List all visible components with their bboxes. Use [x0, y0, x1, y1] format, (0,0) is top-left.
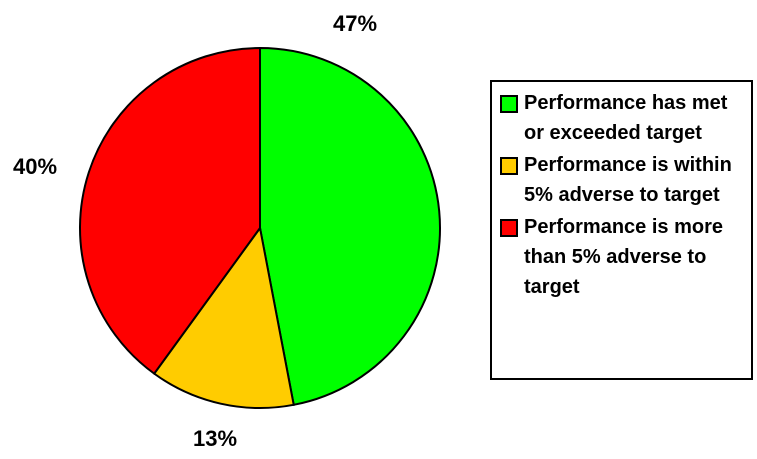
data-label: 40% [13, 154, 57, 179]
legend-item: Performance is within 5% adverse to targ… [500, 150, 751, 210]
pie-slice [259, 46, 441, 406]
legend-swatch [500, 157, 518, 175]
legend-item: Performance is more than 5% adverse to t… [500, 212, 751, 302]
pie-slice [152, 225, 295, 409]
data-label: 47% [333, 11, 377, 36]
legend-label: Performance is more than 5% adverse to t… [524, 216, 723, 298]
legend: Performance has met or exceeded target Pe… [490, 80, 753, 380]
legend-swatch [500, 95, 518, 113]
pie-slice [79, 46, 261, 376]
legend-item: Performance has met or exceeded target [500, 88, 751, 148]
legend-label: Performance has met or exceeded target [524, 92, 728, 144]
legend-swatch [500, 219, 518, 237]
legend-label: Performance is within 5% adverse to targ… [524, 154, 732, 206]
data-label: 13% [193, 426, 237, 451]
